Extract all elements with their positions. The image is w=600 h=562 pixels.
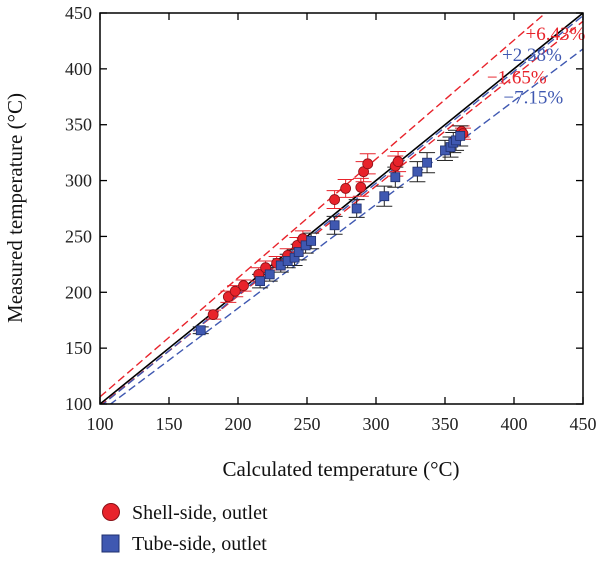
data-markers <box>195 126 469 336</box>
y-axis-title: Measured temperature (°C) <box>3 93 27 323</box>
tube-side-point <box>351 203 362 214</box>
y-tick-label: 300 <box>65 171 92 191</box>
tube-side-point <box>422 157 432 168</box>
tube-side-point <box>390 172 401 183</box>
legend-square-marker <box>101 534 120 553</box>
deviation-label: −7.15% <box>503 87 563 108</box>
deviation-line <box>109 48 583 404</box>
y-tick-label: 400 <box>65 59 92 79</box>
tube-side-point <box>306 235 317 246</box>
tube-side-point <box>379 191 390 202</box>
tube-side-point <box>455 130 466 141</box>
deviation-label: +6.43% <box>526 24 586 45</box>
y-axis-ticks: 100 150 200 250 300 350 400 450 <box>65 3 583 414</box>
y-tick-label: 350 <box>65 115 92 135</box>
legend-label: Tube-side, outlet <box>132 533 267 555</box>
deviation-label: +2.38% <box>502 45 562 66</box>
shell-side-point <box>329 194 341 205</box>
legend-circle-marker <box>102 503 120 521</box>
legend-label: Shell-side, outlet <box>132 502 268 524</box>
y-tick-label: 150 <box>65 338 92 358</box>
shell-side-point <box>355 181 367 193</box>
shell-side-point <box>207 309 219 321</box>
shell-side-point <box>229 285 241 297</box>
tube-side-point <box>255 276 265 287</box>
y-tick-label: 250 <box>65 226 92 246</box>
tube-side-point <box>293 247 304 257</box>
deviation-line <box>102 15 583 404</box>
tube-side-point <box>412 166 423 177</box>
shell-side-point <box>392 156 404 167</box>
y-tick-label: 100 <box>65 394 92 414</box>
x-axis-title: Calculated temperature (°C) <box>223 457 460 481</box>
deviation-label: −1.65% <box>487 67 547 88</box>
legend: Shell-side, outlet Tube-side, outlet <box>101 502 268 555</box>
x-tick-label: 250 <box>294 414 321 434</box>
shell-side-point <box>238 280 249 291</box>
x-axis-ticks: 100 150 200 250 300 350 400 450 <box>87 13 597 434</box>
x-tick-label: 100 <box>87 414 114 434</box>
y-tick-label: 200 <box>65 282 92 302</box>
plot-frame <box>99 12 584 405</box>
shell-side-point <box>362 158 374 170</box>
x-tick-label: 150 <box>156 414 183 434</box>
tube-side-point <box>329 220 340 231</box>
x-tick-label: 450 <box>570 414 597 434</box>
x-tick-label: 200 <box>225 414 252 434</box>
y-tick-label: 450 <box>65 3 92 23</box>
x-tick-label: 350 <box>432 414 459 434</box>
x-tick-label: 400 <box>501 414 528 434</box>
tube-side-point <box>195 325 206 336</box>
tube-side-point <box>264 269 275 280</box>
shell-side-point <box>340 182 352 194</box>
x-tick-label: 300 <box>363 414 390 434</box>
line-annotations: +6.43%+2.38%−1.65%−7.15% <box>487 24 586 109</box>
